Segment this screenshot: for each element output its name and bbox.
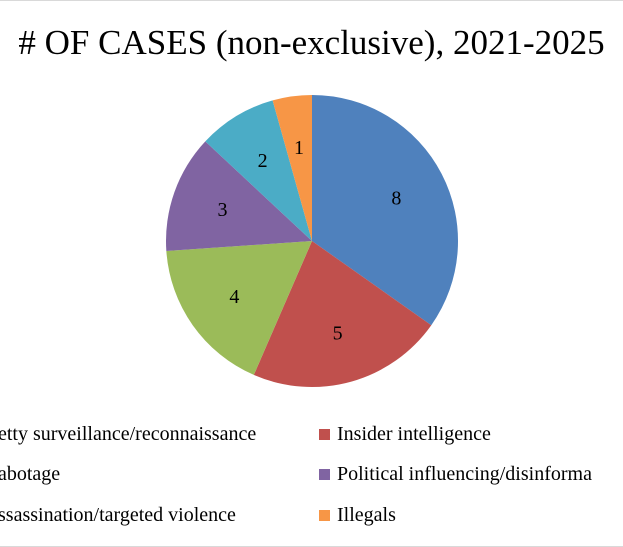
legend-item-sabotage: abotage <box>0 463 60 486</box>
legend-swatch <box>319 510 330 521</box>
data-label-assassination-targeted-violence: 2 <box>258 150 268 172</box>
legend-item-assassination-targeted-violence: ssassination/targeted violence <box>0 504 236 527</box>
legend-label: Illegals <box>337 504 396 526</box>
chart-title: # OF CASES (non-exclusive), 2021-2025 <box>18 23 605 62</box>
pie-slice-petty-surveillance-reconnaissance <box>312 95 459 326</box>
pie-slice-insider-intelligence <box>253 241 432 388</box>
legend-item-petty-surveillance-reconnaissance: etty surveillance/reconnaissance <box>0 423 256 446</box>
legend-item-political-influencing-disinformation: Political influencing/disinforma <box>319 463 592 486</box>
pie-slice-political-influencing-disinformation <box>166 141 312 251</box>
legend-label: Insider intelligence <box>337 423 491 445</box>
legend-item-insider-intelligence: Insider intelligence <box>319 423 491 446</box>
legend-label: Political influencing/disinforma <box>337 463 592 485</box>
data-label-illegals: 1 <box>294 137 304 159</box>
data-label-political-influencing-disinformation: 3 <box>217 199 227 221</box>
legend-swatch <box>319 469 330 480</box>
data-label-insider-intelligence: 5 <box>333 322 343 344</box>
legend-label: ssassination/targeted violence <box>0 504 236 526</box>
pie-slice-illegals <box>272 95 312 241</box>
legend-item-illegals: Illegals <box>319 504 396 527</box>
pie-slice-sabotage <box>166 241 312 375</box>
legend-label: etty surveillance/reconnaissance <box>0 423 257 445</box>
data-label-petty-surveillance-reconnaissance: 8 <box>391 187 401 209</box>
legend-label: abotage <box>0 463 61 485</box>
pie-slice-assassination-targeted-violence <box>205 100 312 241</box>
data-label-sabotage: 4 <box>229 286 239 308</box>
legend-swatch <box>319 429 330 440</box>
